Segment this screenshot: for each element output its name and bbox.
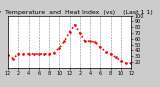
- Title: Milw  Temperature  and  Heat Index  (vs)    (Last 1 1): Milw Temperature and Heat Index (vs) (La…: [0, 10, 152, 15]
